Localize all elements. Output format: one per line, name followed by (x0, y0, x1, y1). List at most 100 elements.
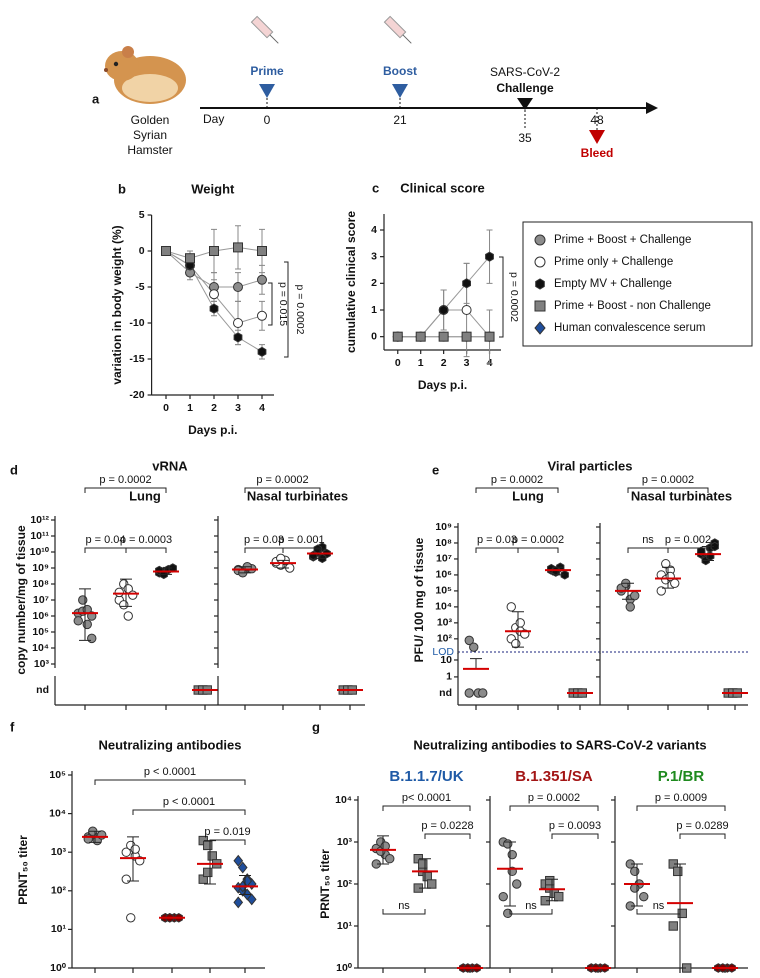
error-bar (79, 588, 91, 614)
p-value: p = 0.0002 (294, 285, 306, 335)
y-tick-label: -10 (129, 317, 144, 329)
timeline: a Golden Syrian Hamster Day Prime 0 Boos… (92, 15, 658, 160)
marker (630, 591, 640, 601)
marker (630, 883, 640, 893)
y-tick-label: 5 (139, 209, 145, 221)
marker (512, 879, 522, 889)
marker (78, 595, 88, 605)
event-day: 21 (393, 113, 407, 127)
error-bar (631, 884, 643, 907)
panel-label: e (432, 462, 439, 477)
y-tick-label: 3 (371, 250, 377, 262)
hamster-head (105, 51, 139, 81)
subpanel-title: Lung (129, 488, 161, 503)
marker (97, 830, 107, 840)
panel-label: c (372, 180, 379, 195)
marker (114, 587, 124, 598)
y-tick-label: 1 (371, 304, 377, 316)
p-value: p = 0.03 (244, 534, 284, 546)
subpanel-title: P.1/BR (658, 768, 705, 785)
marker (639, 891, 649, 902)
subpanel-title: Nasal turbinates (631, 488, 732, 503)
marker (209, 246, 219, 256)
marker (233, 242, 243, 253)
marker (534, 300, 546, 312)
marker (503, 908, 513, 919)
p-value: ns (398, 900, 410, 912)
panel-label: f (10, 719, 15, 734)
y-tick-label: 10⁹ (435, 521, 452, 533)
error-bar (504, 868, 516, 907)
marker (128, 590, 138, 600)
syringe-barrel (383, 15, 407, 39)
marker (469, 642, 479, 652)
x-tick-label: 3 (464, 357, 470, 369)
p-value: p = 0.0093 (549, 820, 601, 832)
marker (385, 854, 395, 864)
animal-label: Golden (131, 113, 170, 127)
event-marker (259, 84, 275, 98)
x-tick-label: 4 (259, 402, 265, 414)
panel-label: a (92, 91, 100, 106)
p-value: p = 0.019 (204, 826, 250, 838)
error-bar (239, 874, 251, 887)
marker (503, 839, 513, 849)
panel-label: d (10, 462, 18, 477)
x-tick-label: 0 (163, 402, 169, 414)
error-bar (79, 613, 91, 641)
y-tick-label: 10⁰ (50, 962, 67, 974)
subpanel-title: Nasal turbinates (247, 488, 348, 503)
significance-bracket (132, 809, 246, 815)
marker (207, 851, 217, 861)
y-tick-label: 10⁶ (32, 610, 49, 622)
event-label: Boost (383, 64, 417, 78)
y-tick-label: 10⁵ (32, 626, 49, 638)
marker (237, 861, 248, 874)
marker (464, 688, 474, 698)
marker (257, 274, 267, 285)
event-marker (589, 130, 605, 144)
marker (554, 891, 564, 902)
marker (461, 331, 472, 342)
y-tick-label: 10² (437, 633, 453, 645)
marker (233, 282, 243, 292)
nd-label: nd (36, 684, 49, 696)
marker (185, 253, 195, 264)
significance-bracket (244, 487, 321, 493)
hamster-eye (113, 61, 119, 67)
legend-label: Prime only + Challenge (554, 256, 673, 268)
p-value: p = 0.04 (85, 534, 125, 546)
y-tick-label: 10⁰ (336, 962, 353, 974)
syringe-icon (250, 15, 279, 44)
error-bar (120, 578, 132, 594)
marker (121, 874, 131, 884)
y-tick-label: 4 (371, 224, 377, 236)
marker (276, 553, 286, 564)
y-axis-label: copy number/mg of tissue (14, 525, 28, 675)
marker (209, 303, 219, 314)
significance-bracket (125, 547, 167, 553)
event-label: SARS-CoV-2 (490, 65, 560, 79)
marker (560, 570, 569, 580)
p-value: p = 0.0003 (120, 534, 172, 546)
error-bar (377, 849, 389, 865)
significance-bracket (84, 487, 167, 493)
error-bar (127, 858, 139, 882)
hamster-icon (104, 46, 186, 104)
significance-bracket (84, 547, 127, 553)
marker (545, 875, 555, 886)
y-tick-label: 10⁷ (436, 553, 452, 565)
marker (630, 866, 640, 877)
p-value: p< 0.0001 (402, 792, 451, 804)
error-bar (546, 889, 558, 902)
marker (461, 305, 472, 315)
p-value: p < 0.0001 (144, 766, 196, 778)
marker (257, 310, 267, 321)
error-bar (631, 863, 643, 884)
marker (203, 840, 213, 851)
p-value: p = 0.03 (477, 534, 517, 546)
marker (511, 638, 521, 649)
legend-label: Human convalescence serum (554, 322, 706, 334)
animal-label: Hamster (127, 143, 172, 157)
